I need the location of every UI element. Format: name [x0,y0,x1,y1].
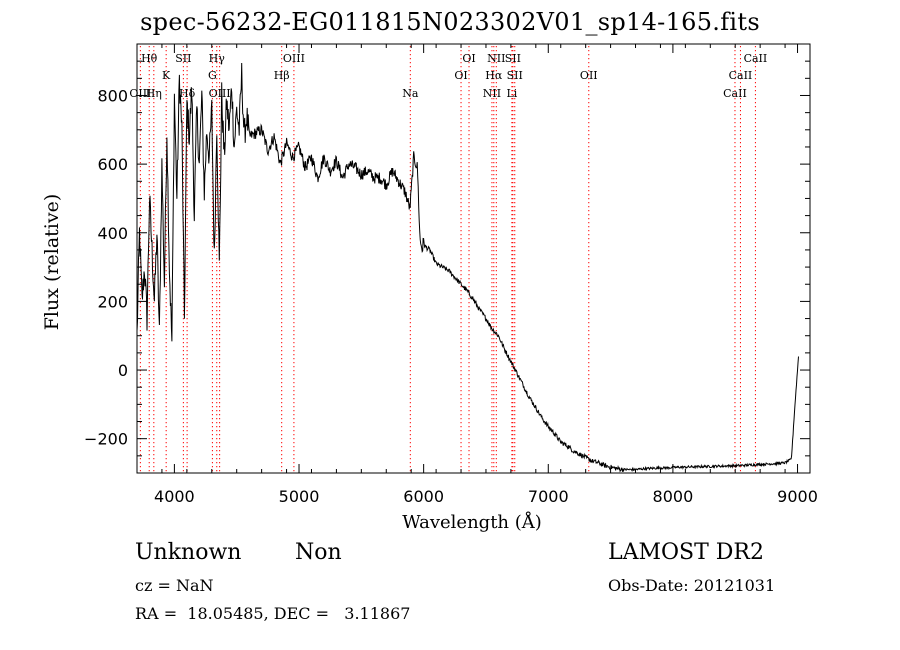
line-label-6: Hγ [209,52,226,65]
y-tick-label-2: 200 [97,292,128,311]
redshift-label: cz = NaN [135,576,214,595]
spectrum-series [136,62,799,473]
line-label-21: CaII [744,52,768,65]
x-tick-label-0: 4000 [154,487,195,506]
plot-frame [136,43,811,474]
chart-title: spec-56232-EG011815N023302V01_sp14-165.f… [140,8,760,36]
line-label-9: OIII [283,52,305,65]
x-axis-label: Wavelength (Å) [402,511,542,533]
survey-label: LAMOST DR2 [608,540,764,565]
y-axis-label: Flux (relative) [41,194,63,331]
line-label-4: SII [175,52,191,65]
line-label-13: OI [454,69,467,82]
subclass-label: Non [295,540,342,565]
x-tick-label-5: 9000 [777,487,818,506]
x-tick-label-3: 7000 [528,487,569,506]
y-tick-label-1: 0 [118,361,128,380]
line-label-10: Hβ [274,69,290,82]
line-label-20: OII [580,69,598,82]
tick-labels: 4000 5000 6000 7000 8000 9000 −200 0 200 400 600 80… [84,86,818,506]
line-label-16: Hα [485,69,503,82]
line-label-8: OIII [209,87,231,100]
y-tick-label-4: 600 [97,155,128,174]
y-tick-label-5: 800 [97,86,128,105]
line-label-18: NII [483,87,501,100]
line-label-2: Hη [146,87,162,100]
line-label-7: G [208,69,217,82]
line-markers [139,46,756,472]
x-tick-label-1: 5000 [279,487,320,506]
line-label-1: OIII [129,87,151,100]
line-label-17: SII [507,69,523,82]
spectrum-line [136,62,799,473]
coordinates-label: RA = 18.05485, DEC = 3.11867 [135,604,411,623]
line-label-23: CaII [723,87,747,100]
line-label-12: OI [462,52,475,65]
obs-date-label: Obs-Date: 20121031 [608,576,776,595]
x-tick-label-4: 8000 [653,487,694,506]
line-label-19: Li [506,87,517,100]
line-label-22: CaII [729,69,753,82]
x-tick-label-2: 6000 [403,487,444,506]
line-label-14: NII [487,52,505,65]
line-label-0: Hθ [141,52,158,65]
line-label-15: SII [505,52,521,65]
line-label-3: K [162,69,171,82]
axis-ticks [136,43,811,474]
class-label: Unknown [135,540,242,565]
line-label-11: Na [402,87,419,100]
y-tick-label-0: −200 [84,430,128,449]
line-label-5: Hδ [179,87,196,100]
y-tick-label-3: 400 [97,224,128,243]
